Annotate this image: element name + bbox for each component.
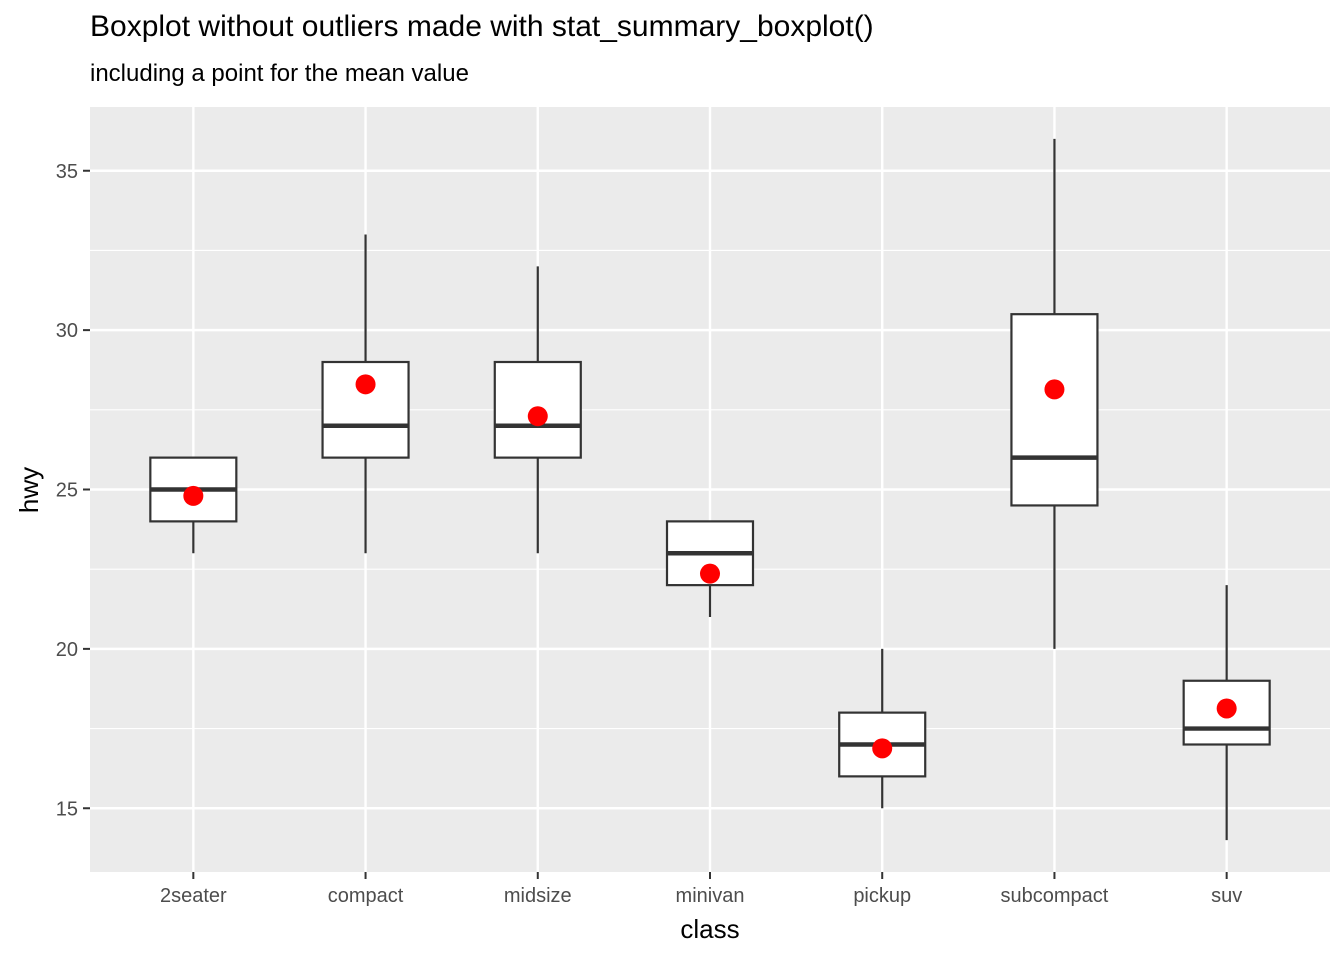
y-tick-label: 35 bbox=[56, 161, 78, 183]
y-tick-label: 15 bbox=[56, 798, 78, 820]
x-tick-label: compact bbox=[328, 885, 404, 907]
mean-point-subcompact bbox=[1044, 379, 1065, 400]
mean-point-minivan bbox=[700, 563, 720, 584]
box-rect bbox=[1010, 313, 1099, 507]
x-tick-label: pickup bbox=[853, 885, 911, 907]
mean-point-midsize bbox=[527, 406, 548, 427]
chart-title: Boxplot without outliers made with stat_… bbox=[90, 10, 874, 43]
x-tick-label: 2seater bbox=[160, 885, 227, 907]
box-suv bbox=[1182, 585, 1271, 841]
x-tick-label: minivan bbox=[676, 885, 745, 907]
x-axis: 2seater compact midsize minivan pickup subcom… bbox=[160, 872, 1242, 907]
mean-points bbox=[183, 374, 1237, 759]
y-tick-label: 20 bbox=[56, 639, 78, 661]
y-axis-title: hwy bbox=[14, 467, 44, 513]
y-tick-label: 30 bbox=[56, 320, 78, 342]
x-axis-title: class bbox=[680, 914, 739, 944]
y-tick-label: 25 bbox=[56, 480, 78, 502]
box-rect bbox=[1182, 679, 1271, 746]
mean-point-compact bbox=[355, 374, 376, 395]
box-subcompact bbox=[1010, 138, 1099, 649]
box-minivan bbox=[665, 520, 755, 617]
x-tick-label: midsize bbox=[504, 885, 572, 907]
mean-point-2seater bbox=[183, 485, 204, 506]
mean-point-suv bbox=[1216, 698, 1237, 719]
y-axis: 15 20 25 30 35 bbox=[56, 161, 90, 820]
boxes bbox=[149, 138, 1271, 841]
mean-point-pickup bbox=[872, 738, 893, 759]
x-tick-label: suv bbox=[1211, 885, 1242, 907]
x-tick-label: subcompact bbox=[1001, 885, 1109, 907]
chart-subtitle: including a point for the mean value bbox=[90, 60, 469, 87]
